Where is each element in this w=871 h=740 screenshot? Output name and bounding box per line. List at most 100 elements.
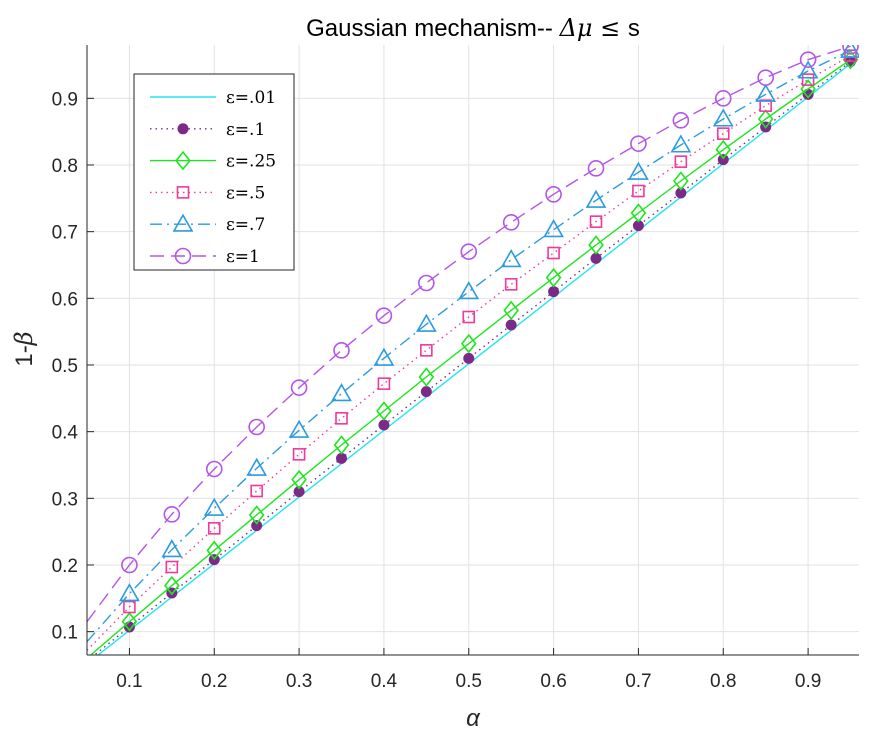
x-tick-label-7: 0.8 [710, 671, 736, 692]
chart-title-math: Δμ ≤ [559, 14, 628, 42]
series-5-point-5 [290, 379, 308, 396]
series-3-point-3 [207, 522, 221, 535]
series-1-point-11 [548, 286, 560, 298]
legend-label-4: ε=.7 [226, 215, 265, 235]
series-3-point-6 [335, 412, 348, 425]
series-3-point-13 [632, 184, 645, 198]
series-5-point-14 [672, 112, 690, 129]
x-tick-label-8: 0.9 [795, 671, 821, 692]
series-5-point-18 [842, 45, 859, 55]
series-4-point-16 [755, 83, 777, 102]
x-tick-label-4: 0.5 [456, 671, 482, 692]
series-1-point-7 [378, 419, 390, 431]
series-3-point-15 [716, 127, 730, 140]
series-3 [87, 49, 857, 651]
series-1-point-4 [251, 520, 263, 532]
y-tick-label-8: 0.9 [52, 89, 78, 110]
series-4-point-12 [585, 189, 607, 208]
series-2-point-14 [673, 171, 689, 191]
series-3-point-18 [844, 49, 857, 62]
series-4-point-8 [415, 313, 437, 332]
y-tick-label-0: 0.1 [52, 623, 78, 644]
legend-marker-4 [172, 213, 194, 232]
series-2-point-17 [800, 79, 816, 99]
series-2-point-8 [418, 367, 435, 387]
grid [87, 45, 859, 655]
legend-marker-1 [177, 123, 189, 135]
y-tick-label-3: 0.4 [52, 423, 79, 444]
x-axis-label: α [466, 705, 481, 732]
series-5-point-2 [163, 506, 181, 523]
series-5-point-16 [757, 69, 774, 86]
series-line-3 [87, 55, 851, 651]
y-axis-label-math: β [10, 331, 38, 346]
series-3-point-7 [377, 377, 391, 390]
series-4-point-3 [203, 497, 225, 516]
series-3-point-4 [250, 484, 263, 498]
series-4-point-4 [246, 457, 268, 476]
series-2-point-15 [715, 139, 732, 160]
legend-marker-2 [175, 150, 191, 171]
series-3-point-8 [420, 344, 433, 357]
y-tick-label-5: 0.6 [52, 289, 78, 310]
series-2-point-4 [248, 505, 265, 525]
x-tick-label-0: 0.1 [116, 671, 142, 692]
series-5 [87, 45, 859, 623]
legend-box [133, 73, 295, 271]
series-2-point-10 [503, 300, 520, 321]
series-2-point-13 [630, 203, 647, 223]
y-tick-label-2: 0.3 [52, 489, 78, 510]
series-2-point-3 [206, 540, 223, 561]
y-tick-label-4: 0.5 [52, 356, 78, 377]
chart-title-suffix: s [628, 15, 640, 42]
series-2-point-9 [460, 333, 477, 354]
series-3-point-14 [674, 155, 688, 168]
x-tick-label-2: 0.3 [286, 671, 312, 692]
legend-entry-5: ε=1 [150, 247, 260, 267]
series-5-point-17 [799, 51, 817, 68]
series-4-point-13 [628, 161, 649, 180]
y-tick-label-1: 0.2 [52, 556, 78, 577]
legend-label-2: ε=.25 [226, 152, 276, 172]
series-line-4 [87, 49, 851, 643]
series-3-point-2 [165, 560, 179, 574]
series-1-point-10 [505, 319, 517, 331]
legend-marker-3 [176, 186, 190, 199]
series-1-point-5 [293, 486, 305, 498]
chart-title: Gaussian mechanism-- Δμ ≤ s [306, 14, 640, 42]
series-4-point-5 [288, 419, 310, 438]
series-4-point-15 [712, 108, 734, 127]
series-4-point-18 [840, 45, 859, 58]
series-3-point-9 [462, 310, 476, 324]
series-2-point-12 [588, 235, 604, 255]
series-5-point-1 [121, 556, 138, 574]
series-5-point-13 [630, 135, 647, 152]
series-5-point-6 [333, 342, 350, 359]
series-2-point-5 [291, 469, 307, 490]
legend-label-5: ε=1 [226, 247, 260, 267]
series-1-point-8 [420, 386, 432, 398]
x-tick-label-1: 0.2 [201, 671, 227, 692]
legend-label-0: ε=.01 [226, 88, 276, 108]
series-layer [87, 45, 859, 655]
series-3-point-1 [123, 600, 136, 614]
x-tick-label-6: 0.7 [625, 671, 651, 692]
legend-entry-0: ε=.01 [150, 88, 276, 108]
series-1-point-12 [590, 252, 602, 264]
series-1-point-9 [463, 352, 475, 364]
legend-label-1: ε=.1 [226, 120, 265, 140]
y-tick-label-7: 0.8 [52, 156, 78, 177]
series-4-point-1 [119, 583, 140, 602]
series-1-point-14 [675, 187, 687, 199]
series-5-point-9 [460, 243, 478, 260]
series-5-point-8 [418, 274, 435, 292]
series-line-5 [87, 45, 851, 623]
series-1-point-15 [717, 154, 729, 166]
series-2-point-7 [376, 401, 392, 421]
chart-title-text: Gaussian mechanism-- [306, 15, 559, 42]
series-3-point-11 [547, 246, 560, 260]
series-5-point-10 [502, 214, 520, 231]
series-5-point-11 [545, 186, 562, 203]
series-2-point-2 [164, 575, 180, 596]
